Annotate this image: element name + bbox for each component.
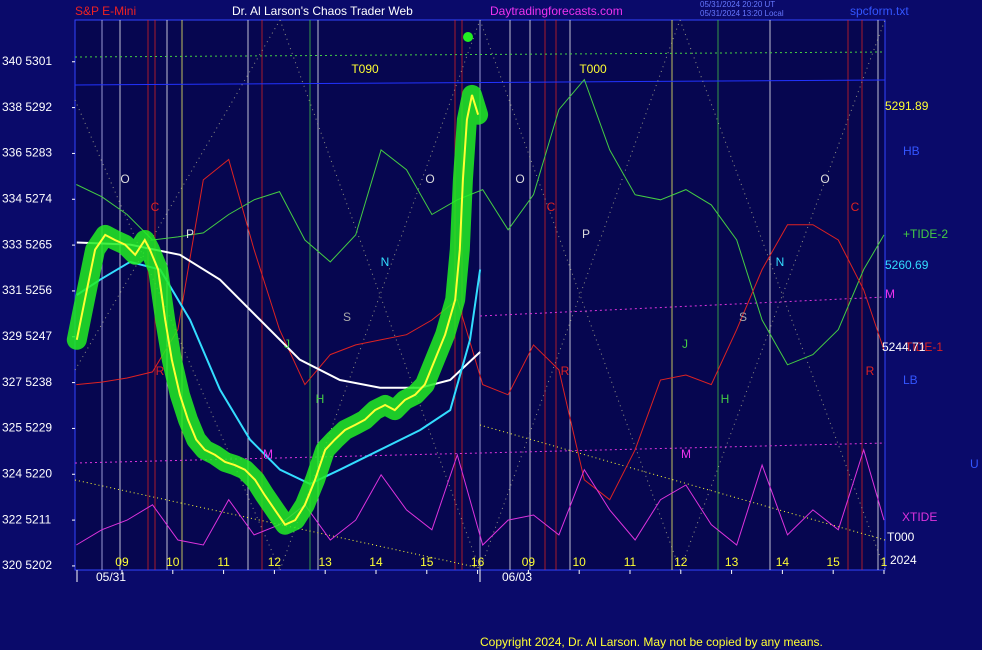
x-tick-label: 15 bbox=[827, 555, 841, 569]
x-tick-label: 13 bbox=[725, 555, 739, 569]
right-label: HB bbox=[903, 144, 920, 158]
chart-title: Dr. Al Larson's Chaos Trader Web bbox=[232, 4, 413, 18]
x-tick-label: 14 bbox=[369, 555, 383, 569]
series-label: XTIDE bbox=[902, 510, 937, 524]
right-label: 5291.89 bbox=[885, 99, 929, 113]
annotation: O bbox=[120, 172, 129, 186]
series-label: +TIDE-2 bbox=[903, 227, 948, 241]
y-tick-label: 340 5301 bbox=[2, 54, 52, 68]
guide-line bbox=[74, 79, 886, 86]
x-tick-label: 09 bbox=[115, 555, 129, 569]
y-tick-label: 329 5247 bbox=[2, 329, 52, 343]
annotation: J bbox=[284, 337, 290, 351]
x-tick-label: 13 bbox=[319, 555, 333, 569]
y-tick-label: 333 5265 bbox=[2, 237, 52, 251]
x-tick-label: 15 bbox=[420, 555, 434, 569]
site: Daytradingforecasts.com bbox=[490, 4, 623, 18]
y-tick-label: 334 5274 bbox=[2, 191, 52, 205]
timestamp: 05/31/2024 20:20 UT bbox=[700, 0, 775, 9]
right-label: M bbox=[885, 287, 895, 301]
annotation: M bbox=[263, 447, 273, 461]
annotation: H bbox=[721, 392, 730, 406]
annotation: T000 bbox=[579, 62, 607, 76]
copyright: Copyright 2024, Dr. Al Larson. May not b… bbox=[480, 635, 823, 649]
x-tick-label: 16 bbox=[471, 555, 485, 569]
instrument: S&P E-Mini bbox=[75, 4, 136, 18]
series-line bbox=[76, 78, 885, 366]
price-line bbox=[75, 94, 480, 526]
annotation: C bbox=[151, 200, 160, 214]
series-line bbox=[76, 158, 885, 501]
annotation: O bbox=[820, 172, 829, 186]
annotation: S bbox=[739, 310, 747, 324]
x-tick-label: 12 bbox=[674, 555, 688, 569]
x-tick-label: 12 bbox=[268, 555, 282, 569]
right-label: LB bbox=[903, 373, 918, 387]
y-tick-label: 327 5238 bbox=[2, 375, 52, 389]
series-line bbox=[76, 448, 885, 546]
annotation: T090 bbox=[351, 62, 379, 76]
annotation: M bbox=[681, 447, 691, 461]
price-dot bbox=[463, 32, 473, 42]
year-label: 2024 bbox=[890, 553, 917, 567]
y-tick-label: 338 5292 bbox=[2, 100, 52, 114]
series-line bbox=[76, 260, 482, 486]
annotation: C bbox=[851, 200, 860, 214]
x-tick-label: 14 bbox=[776, 555, 790, 569]
right-label: T000 bbox=[887, 530, 915, 544]
annotation: O bbox=[425, 172, 434, 186]
annotation: R bbox=[866, 364, 875, 378]
x-tick-label: 11 bbox=[624, 555, 637, 569]
annotation: H bbox=[316, 392, 325, 406]
date-label: 05/31 bbox=[96, 570, 126, 584]
annotation: O bbox=[515, 172, 524, 186]
right-label: U bbox=[970, 457, 979, 471]
guide-line bbox=[74, 99, 281, 571]
annotation: R bbox=[156, 364, 165, 378]
annotation: N bbox=[776, 255, 785, 269]
y-tick-label: 322 5211 bbox=[2, 512, 51, 526]
annotation: R bbox=[561, 364, 570, 378]
annotation: S bbox=[343, 310, 351, 324]
date-label: 06/03 bbox=[502, 570, 532, 584]
series-label: TIDE-1 bbox=[905, 340, 943, 354]
x-tick-label: 10 bbox=[166, 555, 180, 569]
annotation: J bbox=[682, 337, 688, 351]
y-tick-label: 325 5229 bbox=[2, 421, 52, 435]
y-tick-label: 331 5256 bbox=[2, 283, 52, 297]
x-tick-label: 1 bbox=[881, 555, 888, 569]
file-name: spcform.txt bbox=[850, 4, 909, 18]
right-label: 5260.69 bbox=[885, 258, 929, 272]
annotation: C bbox=[547, 200, 556, 214]
annotation: N bbox=[381, 255, 390, 269]
annotation: P bbox=[186, 227, 194, 241]
y-tick-label: 336 5283 bbox=[2, 146, 52, 160]
x-tick-label: 10 bbox=[573, 555, 587, 569]
y-tick-label: 320 5202 bbox=[2, 558, 52, 572]
guide-line bbox=[74, 51, 886, 58]
x-tick-label: 11 bbox=[217, 555, 230, 569]
timestamp: 05/31/2024 13:20 Local bbox=[700, 9, 784, 18]
right-label: 5244.71 bbox=[882, 340, 926, 354]
y-tick-label: 324 5220 bbox=[2, 466, 52, 480]
x-tick-label: 09 bbox=[522, 555, 536, 569]
annotation: P bbox=[582, 227, 590, 241]
